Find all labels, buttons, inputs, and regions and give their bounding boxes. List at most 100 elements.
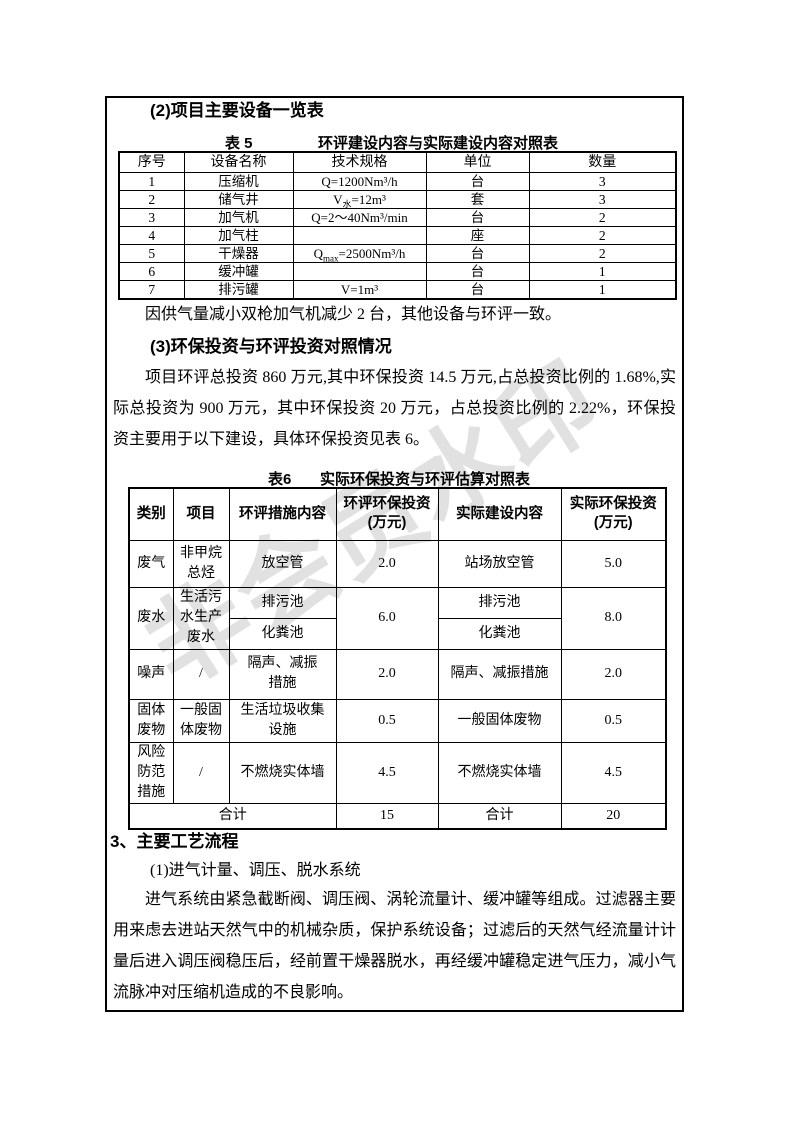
table-row: 3 加气机 Q=2～40Nm³/min 台 2 xyxy=(118,208,677,227)
cell-eia-investment: 6.0 xyxy=(335,586,439,650)
cell-category: 固体 废物 xyxy=(128,698,174,743)
col-header-qty: 数量 xyxy=(528,151,677,173)
table-row: 4 加气柱 座 2 xyxy=(118,226,677,245)
spec-text: Q=2～40Nm³/min xyxy=(311,210,408,225)
col-header-no: 序号 xyxy=(118,151,185,173)
cell-spec: Qmax=2500Nm³/h xyxy=(292,244,427,263)
cell-eia-total: 15 xyxy=(335,802,439,829)
cell-qty: 2 xyxy=(528,208,677,227)
cell-category: 风险 防范 措施 xyxy=(128,741,174,804)
cell-name: 排污罐 xyxy=(183,280,294,300)
cell-unit: 台 xyxy=(425,208,530,227)
cell-no: 5 xyxy=(118,244,185,263)
cell-item: 一般固 体废物 xyxy=(172,698,230,743)
cell-category: 废气 xyxy=(128,539,174,588)
cell-actual-content: 化粪池 xyxy=(437,617,562,650)
table-row: 风险 防范 措施 / 不燃烧实体墙 4.5 不燃烧实体墙 4.5 xyxy=(128,741,667,804)
cell-no: 3 xyxy=(118,208,185,227)
spec-text: Q xyxy=(313,246,324,261)
table-row: 5 干燥器 Qmax=2500Nm³/h 台 2 xyxy=(118,244,677,263)
spec-text: Q=1200Nm³/h xyxy=(321,174,398,189)
cell-unit: 台 xyxy=(425,262,530,281)
heading-equipment-list: (2)项目主要设备一览表 xyxy=(150,101,324,120)
cell-unit: 座 xyxy=(425,226,530,245)
cell-measure: 排污池 xyxy=(228,586,337,619)
table-row: 废水 生活污 水生产 废水 排污池 6.0 排污池 8.0 xyxy=(128,586,667,650)
cell-actual-investment: 4.5 xyxy=(560,741,667,804)
cell-qty: 2 xyxy=(528,226,677,245)
cell-actual-content: 隔声、减振措施 xyxy=(437,648,562,700)
cell-qty: 1 xyxy=(528,262,677,281)
col-header-actual-cost: 实际环保投资 (万元) xyxy=(560,487,667,541)
table5-caption-title: 环评建设内容与实际建设内容对照表 xyxy=(318,135,559,152)
table-row: 7 排污罐 V=1m³ 台 1 xyxy=(118,280,677,300)
cell-no: 2 xyxy=(118,190,185,209)
cell-category: 废水 xyxy=(128,586,174,650)
col-header-actual-content: 实际建设内容 xyxy=(437,487,562,541)
table6-caption-title: 实际环保投资与环评估算对照表 xyxy=(320,471,531,488)
table-row: 2 储气井 V水=12m³ 套 3 xyxy=(118,190,677,209)
table-row: 噪声 / 隔声、减振 措施 2.0 隔声、减振措施 2.0 xyxy=(128,648,667,700)
cell-unit: 台 xyxy=(425,280,530,300)
equipment-note: 因供气量减小双枪加气机减少 2 台，其他设备与环评一致。 xyxy=(145,306,562,323)
col-header-spec: 技术规格 xyxy=(292,151,427,173)
cell-spec: V=1m³ xyxy=(292,280,427,300)
cell-item: 生活污 水生产 废水 xyxy=(172,586,230,650)
table5-caption-label: 表 5 xyxy=(225,135,253,152)
process-subheading: (1)进气计量、调压、脱水系统 xyxy=(150,862,361,879)
col-header-category: 类别 xyxy=(128,487,174,541)
cell-total-label: 合计 xyxy=(437,802,562,829)
cell-spec xyxy=(292,226,427,245)
cell-name: 加气机 xyxy=(183,208,294,227)
table-row: 1 压缩机 Q=1200Nm³/h 台 3 xyxy=(118,172,677,191)
cell-total-label: 合计 xyxy=(128,802,337,829)
investment-table: 类别 项目 环评措施内容 环评环保投资 (万元) 实际建设内容 实际环保投资 (… xyxy=(128,487,667,830)
cell-spec: Q=2～40Nm³/min xyxy=(292,208,427,227)
cell-spec: V水=12m³ xyxy=(292,190,427,209)
spec-subscript: max xyxy=(323,253,339,263)
cell-no: 7 xyxy=(118,280,185,300)
investment-paragraph: 项目环评总投资 860 万元,其中环保投资 14.5 万元,占总投资比例的 1.… xyxy=(113,369,676,448)
table-row: 化粪池 化粪池 xyxy=(129,617,666,650)
cell-category: 噪声 xyxy=(128,648,174,700)
cell-actual-investment: 0.5 xyxy=(560,698,667,743)
spec-text: V xyxy=(333,192,343,207)
table-row: 固体 废物 一般固 体废物 生活垃圾收集 设施 0.5 一般固体废物 0.5 xyxy=(128,698,667,743)
cell-spec xyxy=(292,262,427,281)
col-header-measure: 环评措施内容 xyxy=(228,487,337,541)
cell-measure: 放空管 xyxy=(228,539,337,588)
cell-item: 非甲烷 总烃 xyxy=(172,539,230,588)
cell-unit: 台 xyxy=(425,244,530,263)
heading-process: 3、主要工艺流程 xyxy=(110,832,239,851)
cell-item: / xyxy=(172,648,230,700)
equipment-table: 序号 设备名称 技术规格 单位 数量 1 压缩机 Q=1200Nm³/h 台 3… xyxy=(118,151,677,300)
cell-actual-investment: 8.0 xyxy=(560,586,667,650)
cell-item: / xyxy=(172,741,230,804)
cell-actual-content: 站场放空管 xyxy=(437,539,562,588)
process-paragraph: 进气系统由紧急截断阀、调压阀、涡轮流量计、缓冲罐等组成。过滤器主要用来虑去进站天… xyxy=(113,891,676,1001)
cell-actual-content: 排污池 xyxy=(437,586,562,619)
table-total-row: 合计 15 合计 20 xyxy=(128,802,667,829)
cell-actual-investment: 5.0 xyxy=(560,539,667,588)
spec-text: =2500Nm³/h xyxy=(338,246,406,261)
cell-eia-investment: 0.5 xyxy=(335,698,439,743)
table-header-row: 序号 设备名称 技术规格 单位 数量 xyxy=(118,151,677,173)
cell-qty: 3 xyxy=(528,172,677,191)
cell-name: 干燥器 xyxy=(183,244,294,263)
cell-unit: 台 xyxy=(425,172,530,191)
col-header-unit: 单位 xyxy=(425,151,530,173)
cell-qty: 1 xyxy=(528,280,677,300)
table6-caption-label: 表6 xyxy=(268,471,292,488)
cell-name: 缓冲罐 xyxy=(183,262,294,281)
cell-no: 4 xyxy=(118,226,185,245)
cell-actual-investment: 2.0 xyxy=(560,648,667,700)
cell-measure: 生活垃圾收集 设施 xyxy=(228,698,337,743)
col-header-eia-cost: 环评环保投资 (万元) xyxy=(335,487,439,541)
cell-actual-content: 不燃烧实体墙 xyxy=(437,741,562,804)
spec-text: =12m³ xyxy=(351,192,386,207)
cell-actual-content: 一般固体废物 xyxy=(437,698,562,743)
table-row: 6 缓冲罐 台 1 xyxy=(118,262,677,281)
cell-actual-total: 20 xyxy=(560,802,667,829)
cell-unit: 套 xyxy=(425,190,530,209)
